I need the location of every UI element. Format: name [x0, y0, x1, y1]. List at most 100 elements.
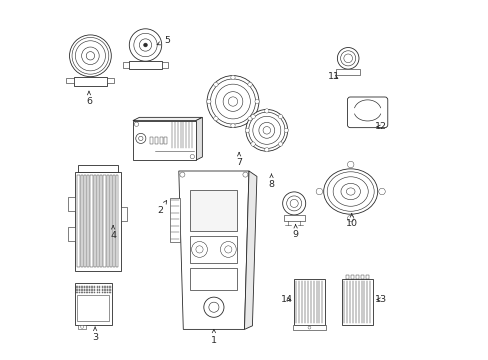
Bar — [190, 236, 237, 263]
Bar — [94, 289, 95, 291]
Circle shape — [347, 161, 353, 168]
Bar — [109, 292, 110, 293]
Bar — [79, 286, 80, 288]
Circle shape — [134, 33, 157, 57]
Polygon shape — [133, 117, 202, 121]
Circle shape — [316, 188, 322, 195]
Bar — [102, 286, 103, 288]
Bar — [96, 289, 98, 291]
Bar — [97, 175, 99, 267]
Bar — [81, 289, 82, 291]
Circle shape — [337, 48, 358, 69]
Circle shape — [136, 133, 145, 143]
Circle shape — [191, 242, 207, 257]
Text: 13: 13 — [374, 295, 386, 304]
FancyBboxPatch shape — [347, 97, 387, 128]
Circle shape — [254, 99, 259, 104]
Circle shape — [81, 47, 99, 64]
Bar — [102, 289, 103, 291]
Circle shape — [75, 41, 105, 71]
Bar — [79, 292, 80, 293]
Text: 12: 12 — [374, 122, 386, 131]
Bar — [129, 61, 162, 69]
Bar — [169, 198, 180, 242]
Bar — [75, 283, 112, 325]
Bar — [66, 78, 74, 83]
Bar — [121, 207, 126, 221]
Ellipse shape — [346, 188, 354, 195]
Text: 3: 3 — [92, 327, 98, 342]
Circle shape — [228, 97, 237, 106]
Circle shape — [72, 37, 108, 74]
Circle shape — [250, 114, 255, 119]
Bar — [84, 175, 86, 267]
Circle shape — [213, 82, 218, 87]
Circle shape — [206, 76, 258, 127]
Bar — [86, 292, 88, 293]
Text: 5: 5 — [157, 36, 170, 45]
Bar — [162, 63, 168, 68]
Circle shape — [139, 136, 142, 140]
Bar — [104, 292, 105, 293]
Circle shape — [245, 109, 287, 151]
Polygon shape — [196, 117, 202, 160]
Bar — [75, 172, 121, 271]
Text: 9: 9 — [292, 225, 298, 239]
Circle shape — [263, 127, 270, 134]
Bar — [86, 289, 88, 291]
Bar — [76, 286, 78, 288]
Bar — [68, 197, 75, 211]
Bar — [104, 289, 105, 291]
Circle shape — [196, 246, 203, 253]
Circle shape — [264, 148, 268, 152]
Bar — [94, 286, 95, 288]
Circle shape — [224, 246, 231, 253]
Bar — [74, 77, 107, 86]
Circle shape — [129, 29, 162, 61]
Circle shape — [81, 325, 83, 328]
Bar — [68, 227, 75, 241]
Circle shape — [230, 123, 235, 128]
Bar — [355, 275, 359, 279]
Circle shape — [230, 75, 235, 80]
Circle shape — [278, 142, 282, 146]
Circle shape — [245, 128, 249, 132]
Polygon shape — [244, 171, 256, 329]
Bar — [94, 175, 96, 267]
Circle shape — [208, 302, 219, 312]
Text: 4: 4 — [110, 226, 116, 240]
Bar — [106, 289, 108, 291]
Bar — [81, 286, 82, 288]
Bar — [336, 69, 359, 75]
Bar — [89, 292, 90, 293]
Circle shape — [69, 35, 111, 77]
Circle shape — [340, 51, 355, 66]
Ellipse shape — [340, 183, 360, 200]
Bar — [78, 165, 118, 172]
Bar — [84, 292, 85, 293]
Bar — [76, 289, 78, 291]
Bar — [76, 292, 78, 293]
Bar — [99, 286, 101, 288]
Bar — [106, 286, 108, 288]
Bar — [366, 275, 368, 279]
Text: 6: 6 — [86, 91, 92, 106]
Bar — [102, 292, 103, 293]
Circle shape — [143, 43, 147, 47]
Bar — [342, 279, 372, 325]
Bar — [87, 175, 89, 267]
Circle shape — [243, 172, 247, 177]
Circle shape — [307, 326, 310, 329]
Bar — [81, 175, 82, 267]
Circle shape — [278, 114, 282, 119]
Circle shape — [252, 116, 280, 144]
Circle shape — [247, 116, 252, 121]
Circle shape — [215, 84, 250, 119]
Bar — [109, 289, 110, 291]
Circle shape — [343, 54, 352, 63]
Circle shape — [139, 39, 151, 51]
Bar — [116, 175, 118, 267]
Bar — [86, 286, 88, 288]
Bar — [155, 137, 158, 144]
Bar — [150, 137, 153, 144]
